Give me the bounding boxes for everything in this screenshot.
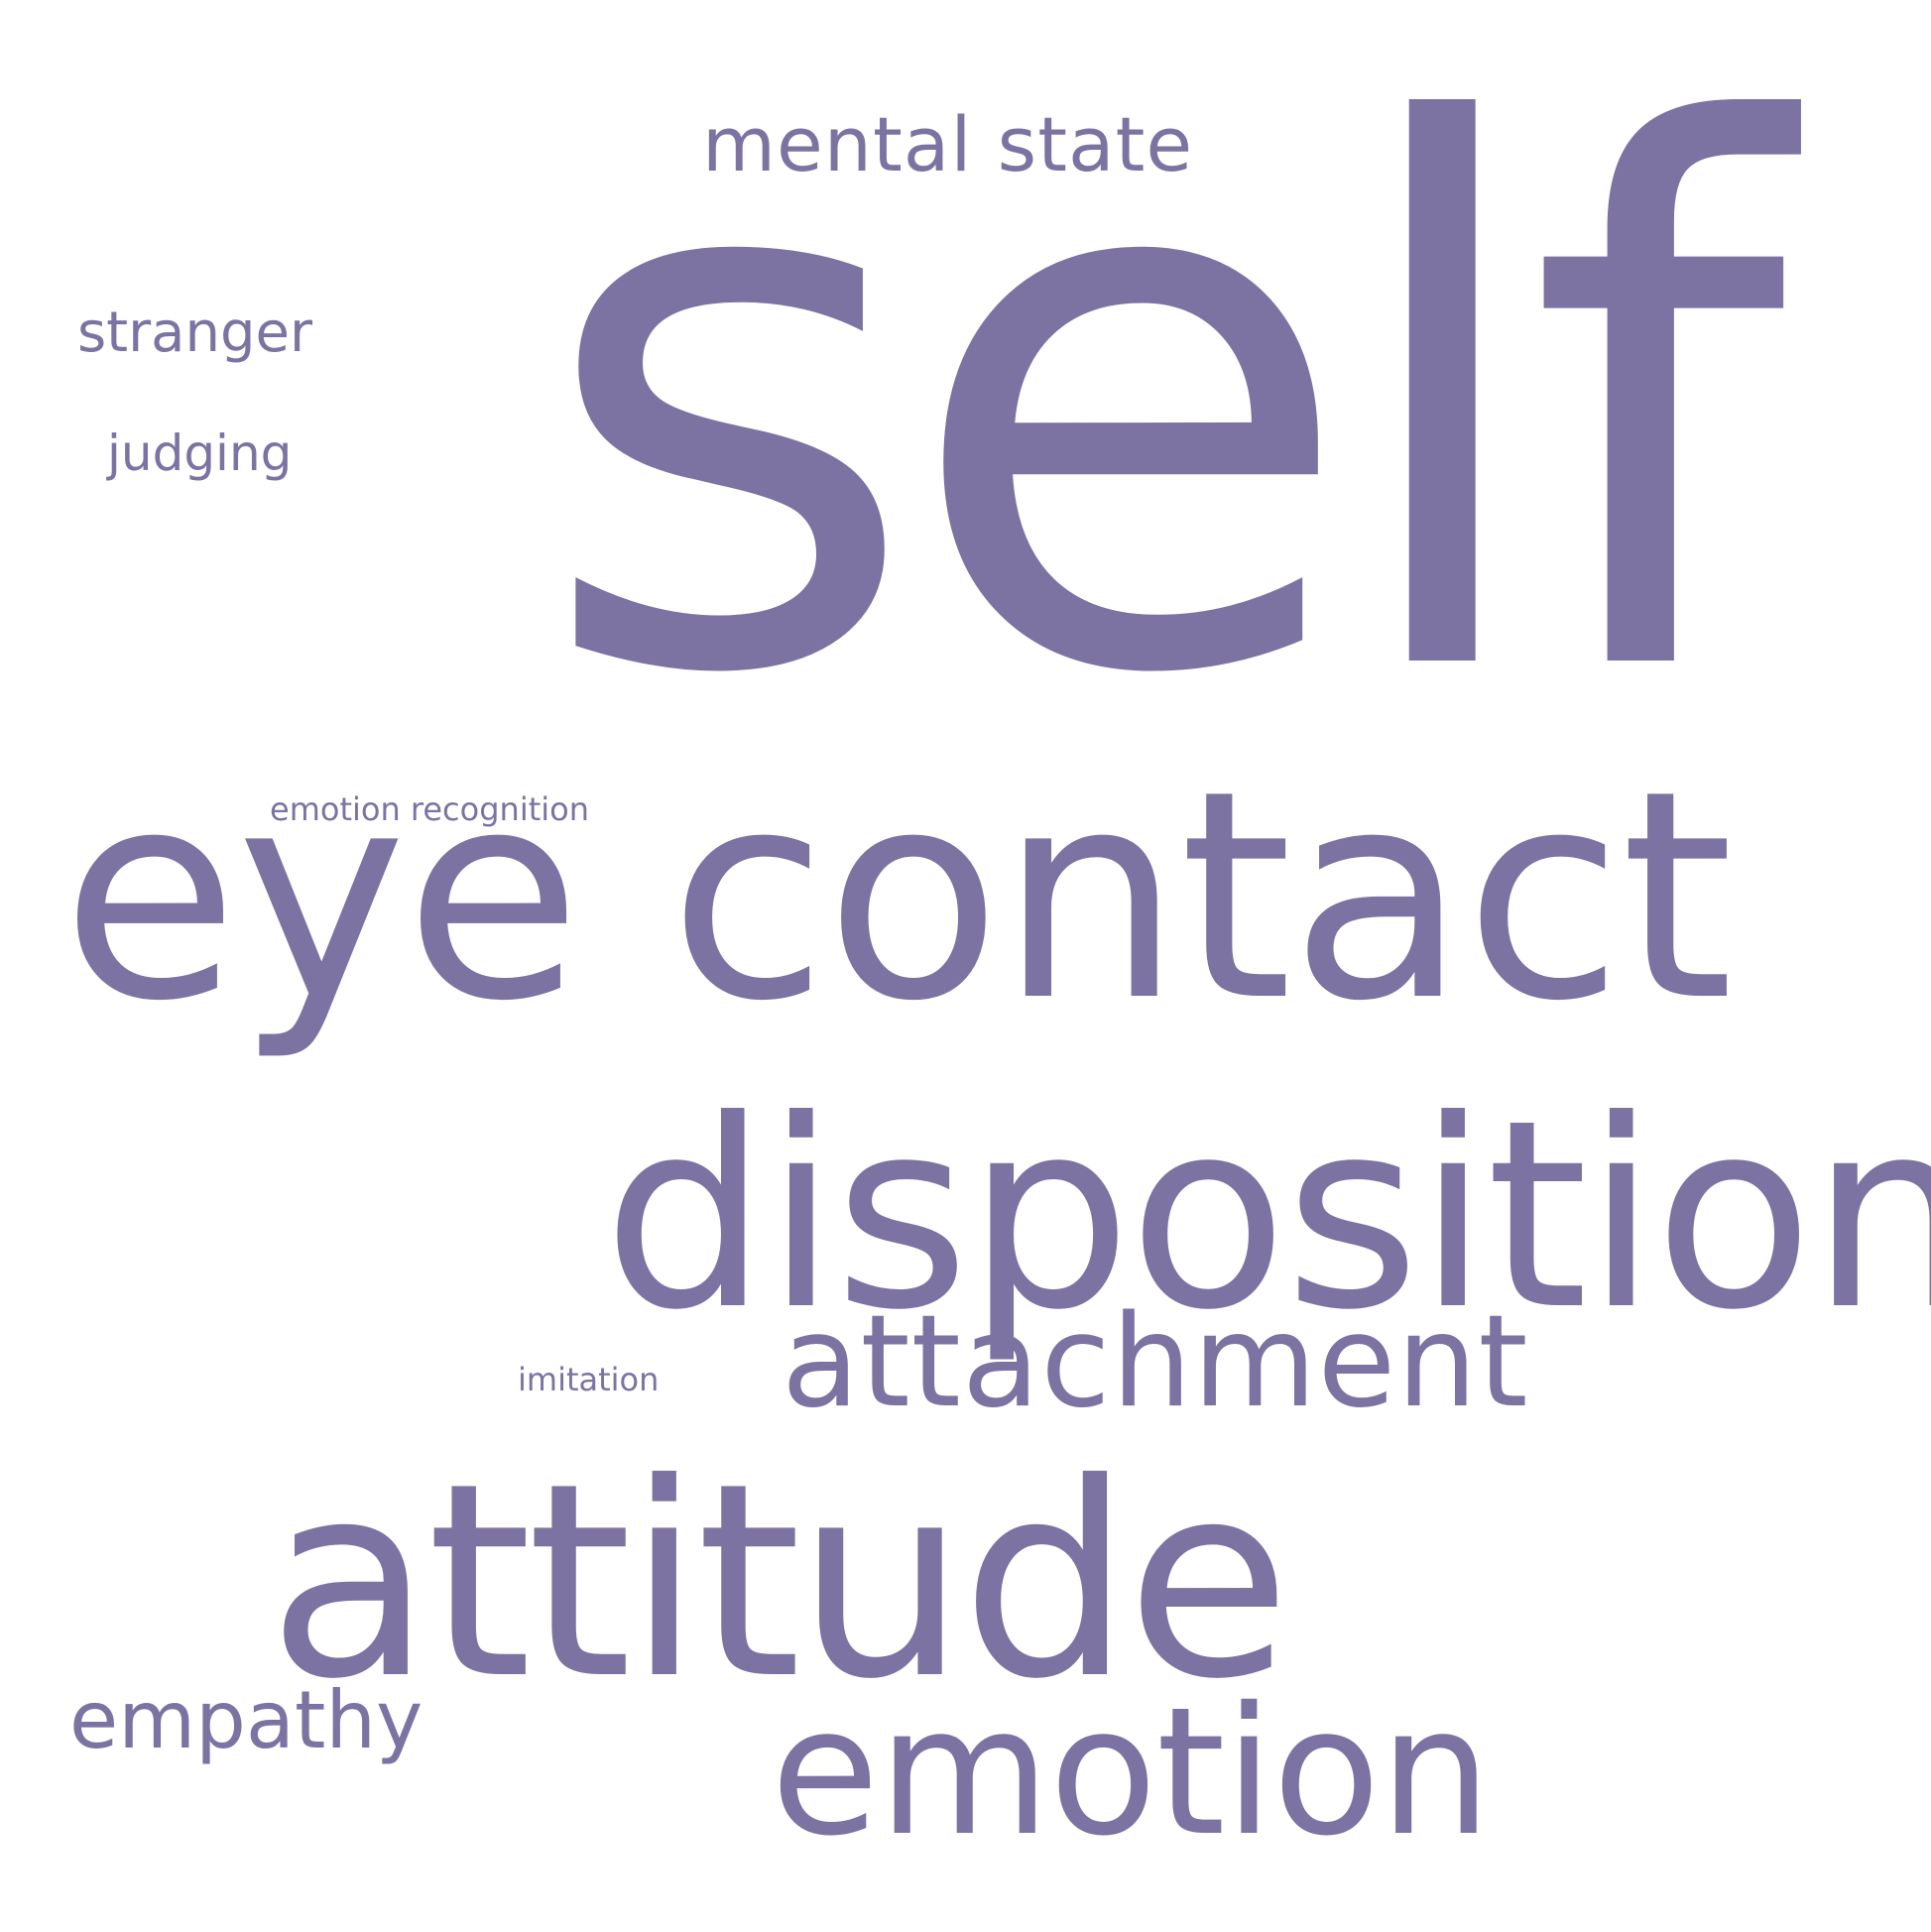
word-eye-contact: eye contact	[61, 730, 1734, 1064]
word-emotion: emotion	[771, 1669, 1492, 1874]
word-attachment: attachment	[782, 1288, 1529, 1436]
word-emotion-recognition: emotion recognition	[270, 790, 589, 828]
word-judging: judging	[107, 424, 293, 482]
word-imitation: imitation	[518, 1361, 660, 1398]
word-self: self	[536, 0, 1787, 835]
word-mental-state: mental state	[702, 100, 1194, 188]
word-stranger: stranger	[77, 301, 312, 365]
word-attitude: disposition	[603, 1064, 1931, 1367]
word-disposition: attitude	[268, 1425, 1291, 1738]
word-empathy: empathy	[69, 1674, 423, 1766]
